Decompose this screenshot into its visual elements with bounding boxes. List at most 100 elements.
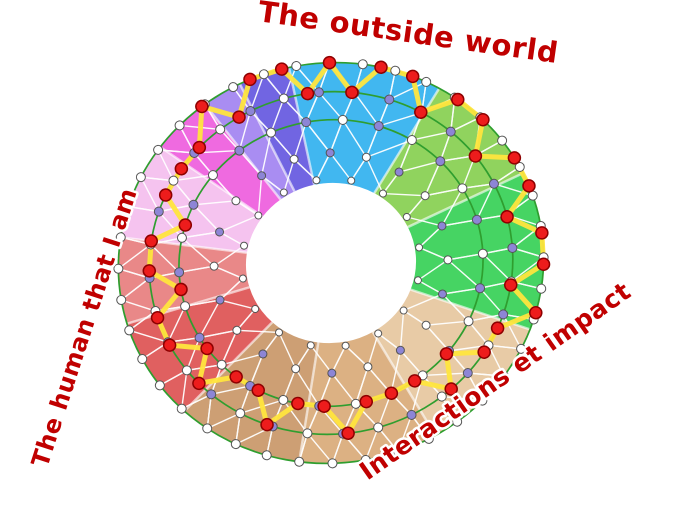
mid-node [462,368,473,379]
path-node [274,62,289,76]
node [265,127,276,138]
node [406,135,417,146]
path-node [384,386,399,400]
node [289,154,299,164]
sector-upper-left-magenta [160,104,281,217]
node [452,416,463,427]
path-node [374,60,388,74]
node [360,454,371,465]
mid-node [498,309,509,320]
node [228,82,239,93]
node [302,428,313,439]
path-node [243,72,257,87]
path-node [192,140,207,155]
path-node [229,370,243,384]
path-node [291,396,305,411]
node [393,446,404,457]
node [231,196,241,206]
node [390,65,401,76]
path-node [405,69,420,84]
node [421,320,431,330]
path-node [407,374,422,388]
node [341,341,350,350]
node [536,283,547,294]
mid-node [174,267,185,278]
node [232,325,242,335]
path-node [178,218,193,232]
path-node [200,341,214,356]
mid-node [475,283,486,294]
path-node [522,179,536,193]
node [251,305,260,314]
wheel [113,55,551,469]
mid-node [234,145,245,156]
path-node [150,311,165,325]
path-node [174,282,188,297]
mid-node [384,94,395,105]
sector-divider [373,87,441,194]
node [123,201,134,212]
mid-node [257,171,267,181]
node [209,261,219,271]
node [124,325,135,336]
mid-node [258,349,268,359]
node [413,276,422,285]
node [176,232,187,243]
node [498,371,509,382]
sector-divider [159,145,264,218]
node [477,248,488,259]
path-node [476,112,490,127]
node [477,395,488,406]
mid-node [188,199,199,210]
node [238,274,247,283]
node [361,152,371,162]
node [275,328,284,337]
path-node [500,210,514,224]
mid-node [437,289,447,299]
path-node [341,426,355,440]
node [399,306,408,315]
node [421,76,432,87]
node [347,176,356,185]
node [180,301,191,312]
mid-node [215,295,225,305]
mid-node [471,214,482,225]
path-node [359,394,373,409]
node [207,170,218,181]
sector-divider [238,83,296,192]
mid-node [206,389,217,400]
node [291,364,301,374]
mid-node [445,126,456,137]
node [153,144,164,155]
mid-node [313,87,324,98]
node [279,188,288,197]
node [337,114,348,125]
node [327,458,338,469]
path-node [444,382,458,396]
mesh-lines [117,62,545,464]
path-node [317,399,331,413]
node [216,359,227,370]
path-node [414,105,428,119]
mid-node [194,332,205,343]
node [312,176,321,185]
node [215,124,226,135]
node [423,433,434,444]
node [176,403,187,414]
node [116,294,127,305]
node [261,450,272,461]
node [294,456,305,467]
mid-node [325,148,335,158]
node [254,211,263,220]
node [181,365,192,376]
path-node [503,278,518,292]
mid-node [406,409,417,420]
node [230,439,241,450]
node [306,341,315,350]
node [137,354,148,365]
node [436,391,447,402]
node [174,120,185,131]
node [113,263,124,274]
path-node [535,226,549,240]
